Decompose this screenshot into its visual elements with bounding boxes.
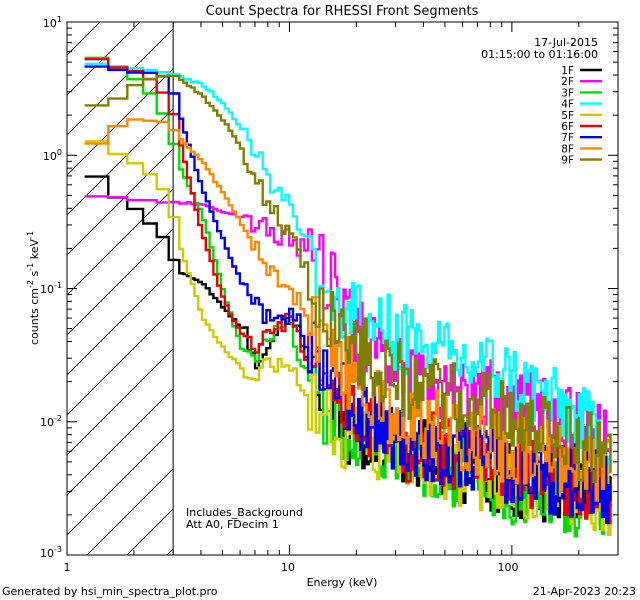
- y-tick-label: 10-3: [40, 545, 62, 560]
- generated-by-label: Generated by hsi_min_spectra_plot.pro: [2, 585, 218, 598]
- legend-label-5F: 5F: [561, 110, 574, 122]
- series-7F-line: [84, 65, 612, 524]
- hatch-line: [67, 268, 174, 376]
- hatch-line: [67, 28, 174, 136]
- hatch-line: [67, 428, 174, 536]
- background-annotation: Includes_Background: [186, 506, 303, 519]
- legend-label-8F: 8F: [561, 143, 574, 155]
- legend-label-2F: 2F: [561, 76, 574, 88]
- x-tick-label: 1: [64, 561, 71, 574]
- series-9F-line: [84, 74, 612, 483]
- legend-label-3F: 3F: [561, 87, 574, 99]
- legend-label-6F: 6F: [561, 121, 574, 133]
- y-tick-label: 100: [43, 148, 62, 163]
- legend-label-9F: 9F: [561, 155, 574, 167]
- legend-label-7F: 7F: [561, 132, 574, 144]
- legend-label-1F: 1F: [561, 65, 574, 77]
- hatch-line: [67, 108, 174, 216]
- date-label: 17-Jul-2015: [534, 36, 598, 49]
- x-tick-label: 10: [281, 561, 295, 574]
- hatch-line: [67, 68, 174, 176]
- legend-label-4F: 4F: [561, 99, 574, 111]
- attenuator-annotation: Att A0, FDecim 1: [186, 518, 279, 531]
- x-axis-label: Energy (keV): [307, 576, 378, 589]
- axis-ticks: [66, 22, 619, 556]
- y-tick-label: 10-2: [40, 414, 62, 429]
- time-range-label: 01:15:00 to 01:16:00: [481, 48, 598, 61]
- series-group: [84, 56, 612, 538]
- y-tick-label: 10-1: [40, 281, 62, 296]
- timestamp-label: 21-Apr-2023 20:23: [533, 585, 636, 598]
- chart-title: Count Spectra for RHESSI Front Segments: [206, 4, 479, 19]
- hatch-line: [67, 228, 174, 336]
- y-axis-label: counts cm-2 s-1 keV-1: [26, 231, 41, 345]
- y-tick-label: 101: [43, 15, 62, 30]
- x-tick-label: 100: [498, 561, 519, 574]
- hatch-line: [67, 388, 174, 496]
